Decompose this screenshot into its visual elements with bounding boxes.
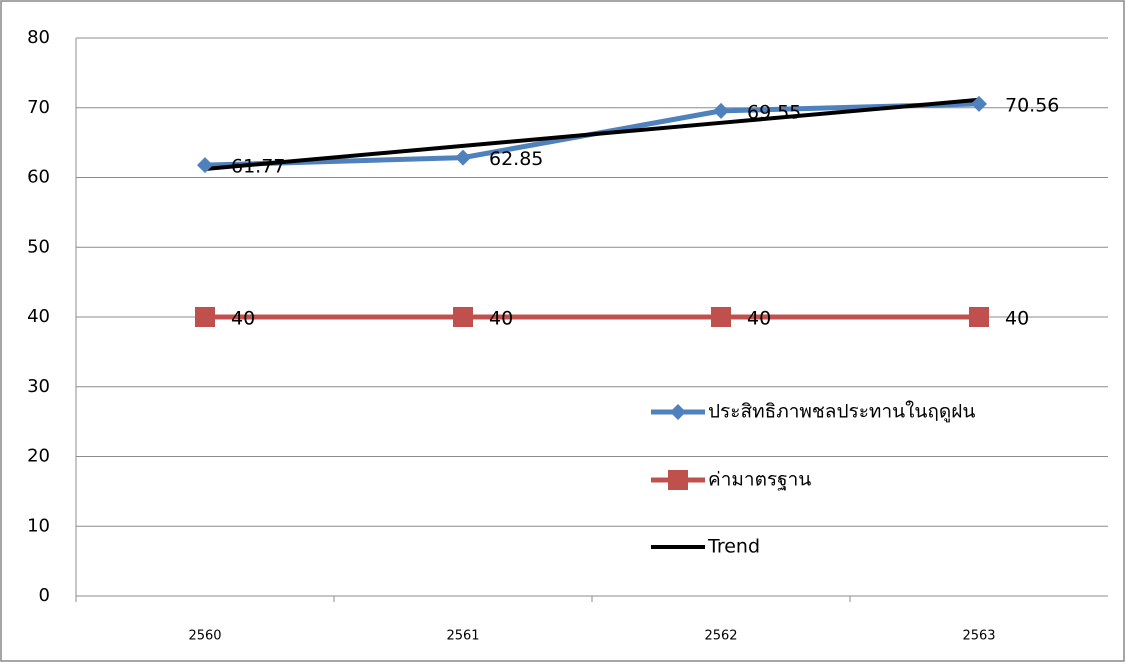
legend-label: ประสิทธิภาพชลประทานในฤดูฝน: [708, 401, 975, 423]
marker: [971, 95, 987, 112]
x-tick-label: 2560: [188, 629, 221, 644]
y-tick-label: 80: [27, 27, 50, 48]
marker: [670, 404, 686, 420]
data-label: 40: [1005, 308, 1029, 330]
marker: [668, 470, 688, 490]
data-label: 40: [489, 308, 513, 330]
legend-label: ค่ามาตรฐาน: [708, 469, 811, 491]
y-tick-label: 30: [27, 376, 50, 397]
legend-label: Trend: [707, 536, 760, 558]
marker: [197, 157, 213, 174]
marker: [453, 307, 473, 327]
data-label: 69.55: [747, 101, 801, 123]
marker: [711, 307, 731, 327]
x-tick-label: 2563: [962, 629, 995, 644]
y-tick-label: 40: [27, 306, 50, 327]
data-label: 62.85: [489, 148, 543, 170]
data-label: 40: [747, 308, 771, 330]
y-tick-label: 70: [27, 97, 50, 118]
data-label: 61.77: [231, 156, 285, 178]
y-tick-label: 50: [27, 236, 50, 257]
y-tick-label: 10: [27, 515, 50, 536]
x-tick-label: 2562: [704, 629, 737, 644]
x-tick-label: 2561: [446, 629, 479, 644]
data-label: 70.56: [1005, 94, 1059, 116]
marker: [195, 307, 215, 327]
series-line: [204, 97, 980, 171]
marker: [713, 102, 729, 119]
y-tick-label: 0: [39, 585, 50, 606]
y-tick-label: 60: [27, 167, 50, 188]
y-tick-label: 20: [27, 446, 50, 467]
data-label: 40: [231, 308, 255, 330]
marker: [455, 149, 471, 166]
marker: [969, 307, 989, 327]
